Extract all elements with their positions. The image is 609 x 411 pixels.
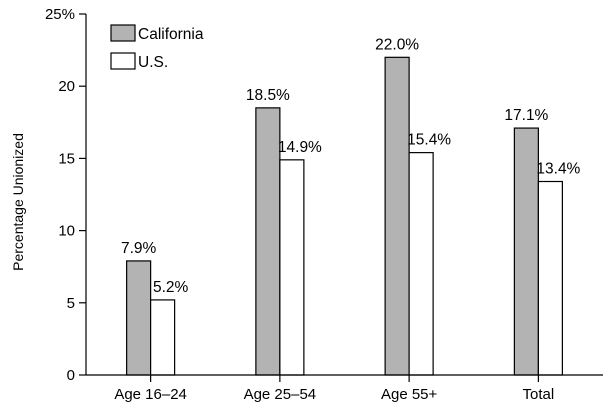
bar-us xyxy=(150,299,176,376)
y-axis-label: Percentage Unionized xyxy=(10,133,26,271)
bar-us xyxy=(537,180,563,376)
legend-swatch xyxy=(110,52,136,70)
data-label: 5.2% xyxy=(153,279,189,296)
y-tick-label: 15 xyxy=(58,150,75,167)
bar-california xyxy=(513,127,539,376)
bar-us xyxy=(279,159,305,376)
y-tick-label: 5 xyxy=(67,295,75,312)
x-tick-label: Age 16–24 xyxy=(114,386,187,403)
y-tick-label: 10 xyxy=(58,223,75,240)
bar-california xyxy=(255,107,281,376)
bar-california xyxy=(126,260,152,376)
x-tick-label: Total xyxy=(523,386,555,403)
data-label: 13.4% xyxy=(536,161,580,178)
data-label: 15.4% xyxy=(407,132,451,149)
y-tick-label: 0 xyxy=(67,367,75,384)
legend-swatch xyxy=(110,24,136,42)
legend: California U.S. xyxy=(110,24,204,71)
data-label: 22.0% xyxy=(375,36,419,53)
bar-california xyxy=(384,56,410,376)
data-label: 18.5% xyxy=(246,87,290,104)
bar-series: 7.9% 5.2% 18.5% 14.9% 22.0% 15.4% 17.1% 13.4% xyxy=(121,36,581,376)
bar-us xyxy=(408,152,434,376)
data-label: 14.9% xyxy=(278,139,322,156)
x-axis: Age 16–24 Age 25–54 Age 55+ Total xyxy=(86,374,603,403)
x-tick-label: Age 25–54 xyxy=(244,386,317,403)
y-axis: 0 5 10 15 20 25% xyxy=(45,6,87,384)
legend-label: U.S. xyxy=(138,54,168,71)
x-tick-label: Age 55+ xyxy=(381,386,438,403)
data-label: 17.1% xyxy=(504,107,548,124)
y-tick-label: 20 xyxy=(58,78,75,95)
y-tick-label: 25% xyxy=(45,6,75,23)
legend-label: California xyxy=(138,26,204,43)
data-label: 7.9% xyxy=(121,240,157,257)
